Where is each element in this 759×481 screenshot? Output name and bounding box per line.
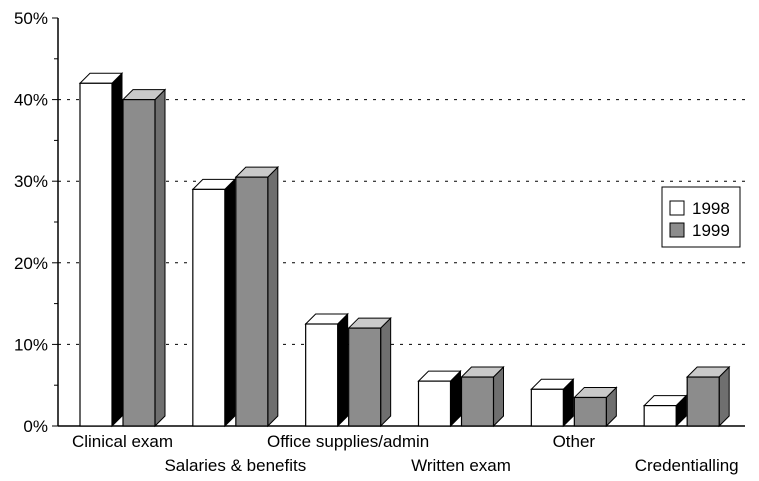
bar-1999: [234, 165, 280, 428]
bar-side: [380, 316, 392, 428]
bar-front: [235, 176, 269, 427]
bar-side: [224, 178, 236, 428]
category-label: Salaries & benefits: [164, 456, 306, 475]
y-axis: 0% 10% 20% 30% 40% 50%: [14, 9, 745, 436]
category-label: Office supplies/admin: [267, 432, 429, 451]
bar-1999: [460, 365, 505, 428]
legend: 1998 1999: [661, 186, 741, 248]
bar-1998: [191, 178, 237, 428]
legend-label: 1999: [692, 221, 730, 240]
bar-1999: [347, 316, 392, 428]
bar-1998: [304, 312, 349, 428]
bar-front: [460, 376, 495, 427]
bar-front: [305, 323, 339, 427]
legend-swatch: [669, 200, 685, 216]
category-label: Clinical exam: [72, 432, 173, 451]
bar-front: [192, 188, 226, 427]
legend-swatch: [669, 222, 685, 238]
bar-1998: [530, 378, 575, 428]
category-label: Other: [553, 432, 596, 451]
bar-1999: [121, 88, 167, 428]
bar-front: [79, 82, 113, 427]
bar-front: [348, 327, 382, 427]
y-tick-label: 40%: [14, 91, 48, 110]
bar-front: [530, 388, 564, 427]
y-tick-label: 50%: [14, 9, 48, 28]
category-label: Written exam: [411, 456, 511, 475]
bar-1998: [642, 394, 688, 428]
bars: [78, 72, 731, 428]
y-tick-label: 20%: [14, 254, 48, 273]
category-label: Credentialling: [635, 456, 739, 475]
bar-side: [154, 88, 166, 428]
bar-front: [417, 380, 452, 427]
y-tick-label: 30%: [14, 172, 48, 191]
bar-1999: [573, 386, 618, 428]
bar-1998: [417, 369, 462, 428]
y-tick-label: 0%: [23, 417, 48, 436]
bar-front: [643, 405, 677, 427]
bar-side: [337, 312, 349, 428]
bar-1999: [685, 365, 731, 428]
category-labels: Clinical exam Salaries & benefits Office s…: [72, 432, 739, 475]
bar-front: [122, 98, 156, 427]
bar-1998: [78, 72, 124, 428]
bar-side: [267, 165, 279, 428]
bar-front: [573, 396, 607, 427]
bar-side: [111, 72, 123, 428]
gridlines: [58, 99, 745, 345]
bar-front: [686, 376, 720, 427]
y-tick-label: 10%: [14, 335, 48, 354]
legend-label: 1998: [692, 199, 730, 218]
